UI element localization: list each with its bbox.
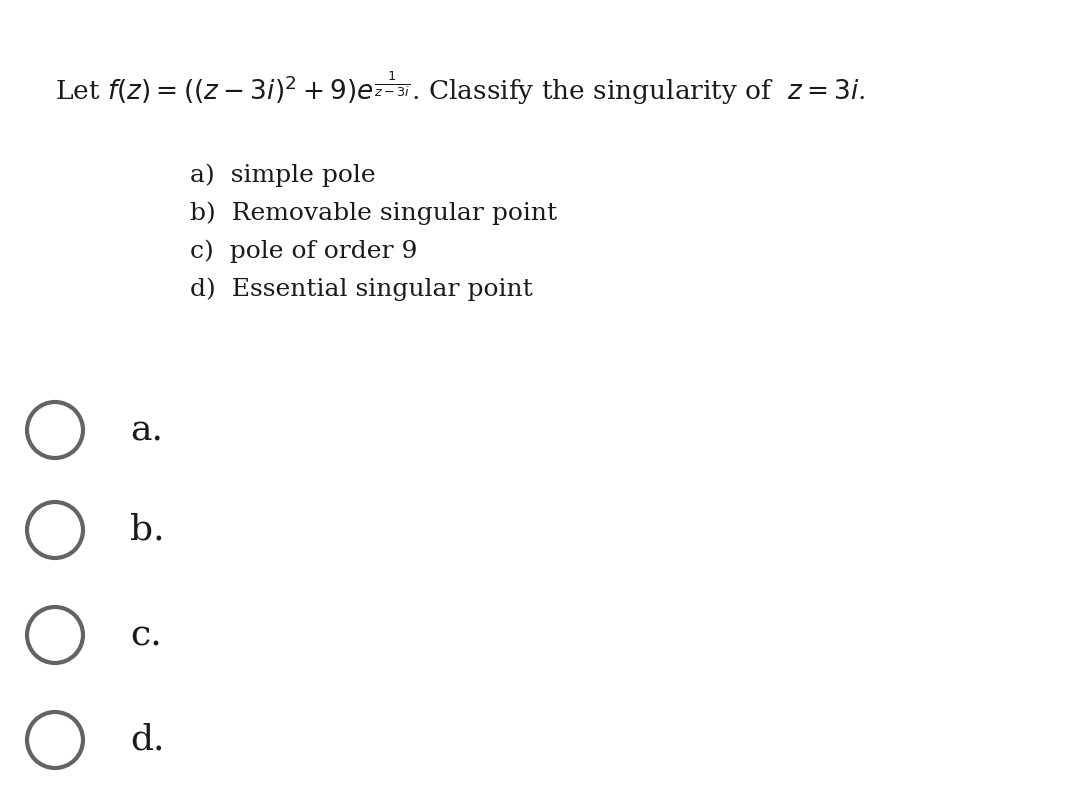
Text: d.: d. xyxy=(130,723,164,757)
Text: a)  simple pole: a) simple pole xyxy=(190,163,375,187)
Text: b)  Removable singular point: b) Removable singular point xyxy=(190,201,557,225)
Text: c.: c. xyxy=(130,618,161,652)
Text: d)  Essential singular point: d) Essential singular point xyxy=(190,277,532,301)
Text: c)  pole of order 9: c) pole of order 9 xyxy=(190,239,418,263)
Text: b.: b. xyxy=(130,513,164,547)
Text: Let $f(z) = ((z - 3i)^2 + 9)e^{\frac{1}{z-3i}}$. Classify the singularity of  $z: Let $f(z) = ((z - 3i)^2 + 9)e^{\frac{1}{… xyxy=(55,70,866,107)
Text: a.: a. xyxy=(130,413,163,447)
